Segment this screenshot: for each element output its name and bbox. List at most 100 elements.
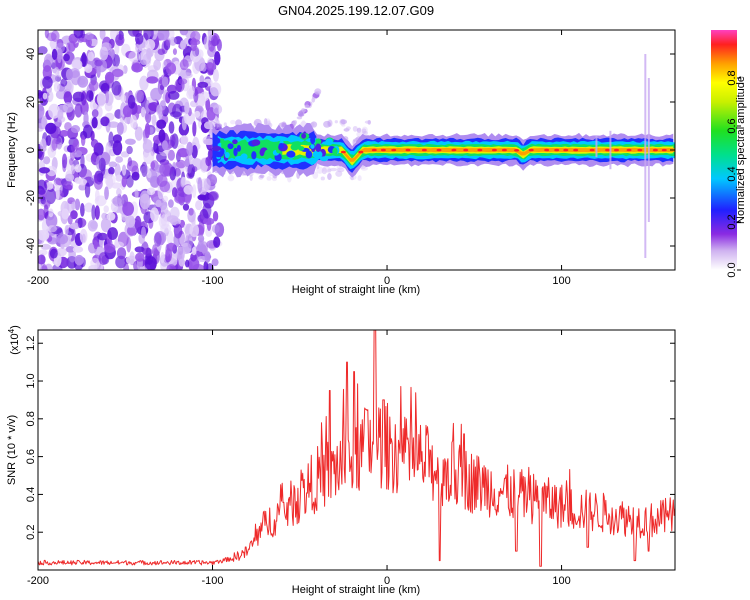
noise-blob <box>181 72 193 79</box>
noise-blob <box>63 53 70 62</box>
spectrogram-marks <box>38 30 675 270</box>
band-blob <box>211 145 222 152</box>
noise-blob <box>66 42 71 55</box>
noise-blob <box>213 236 221 248</box>
noise-blob <box>66 246 75 253</box>
noise-blob <box>91 109 99 118</box>
x-tick-label: 0 <box>384 275 390 287</box>
noise-blob <box>212 211 219 222</box>
scatter-blob <box>217 124 222 128</box>
noise-blob <box>120 151 130 158</box>
noise-blob <box>62 181 74 190</box>
noise-blob <box>114 241 125 248</box>
signal-peak <box>436 148 442 152</box>
signal-peak <box>544 148 550 152</box>
noise-blob <box>77 75 89 88</box>
noise-blob <box>121 176 127 188</box>
noise-blob <box>214 51 221 66</box>
noise-blob <box>146 48 153 60</box>
noise-blob <box>197 194 207 201</box>
noise-blob <box>165 62 177 75</box>
noise-blob <box>199 91 210 102</box>
noise-blob <box>63 91 73 104</box>
signal-peak <box>463 148 469 152</box>
colorbar-tick-label: 0.4 <box>726 166 738 181</box>
noise-blob <box>142 248 153 256</box>
noise-blob <box>140 106 146 118</box>
noise-blob <box>61 208 70 220</box>
band-blob <box>227 143 234 150</box>
snr-scale-exponent: 4 <box>7 328 16 333</box>
colorbar: 0.0 0.2 0.4 0.6 0.8 Normalized spectral ampl… <box>711 30 747 278</box>
noise-blob <box>168 121 175 134</box>
noise-blob <box>197 240 204 253</box>
noise-blob <box>42 65 52 81</box>
noise-blob <box>38 167 50 174</box>
noise-blob <box>85 90 94 102</box>
signal-peak <box>340 150 346 154</box>
noise-blob <box>197 177 203 193</box>
noise-blob <box>183 185 194 195</box>
noise-blob <box>51 263 63 270</box>
signal-peak <box>604 148 610 152</box>
noise-blob <box>115 174 123 182</box>
noise-blob <box>134 89 144 103</box>
noise-blob <box>160 214 168 227</box>
noise-blob <box>93 239 98 250</box>
noise-blob <box>216 38 222 52</box>
noise-blob <box>84 64 93 74</box>
band-blob <box>232 139 238 145</box>
noise-blob <box>211 224 220 234</box>
noise-blob <box>177 147 190 158</box>
noise-blob <box>87 219 98 232</box>
signal-peak <box>661 148 667 152</box>
noise-blob <box>40 243 52 250</box>
noise-blob <box>126 145 133 155</box>
noise-blob <box>56 233 69 245</box>
y-tick-label: 0.6 <box>25 449 37 464</box>
noise-blob <box>211 35 219 47</box>
noise-blob <box>141 161 148 178</box>
noise-blob <box>77 217 83 229</box>
signal-peak <box>405 148 411 152</box>
y-tick-label: 1.2 <box>25 336 37 351</box>
colorbar-tick-label: 0.6 <box>726 118 738 133</box>
noise-blob <box>80 30 86 39</box>
scatter-blob <box>266 176 272 181</box>
noise-blob <box>125 215 136 228</box>
snr-panel: -200 -100 0 100 0.2 0.4 0.6 0.8 1.0 1.2 (x104) SN… <box>6 325 676 596</box>
signal-peak <box>501 148 507 152</box>
noise-blob <box>104 91 114 106</box>
scatter-blob <box>323 120 331 128</box>
x-tick-label: 0 <box>384 575 390 587</box>
noise-blob <box>94 59 103 67</box>
scatter-blob <box>329 167 338 172</box>
y-tick-label: -40 <box>25 238 37 254</box>
noise-blob <box>145 99 150 115</box>
noise-blob <box>104 186 109 200</box>
y-tick-label: 20 <box>25 96 37 108</box>
noise-blob <box>156 104 163 116</box>
noise-blob <box>161 205 169 215</box>
noise-blob <box>126 236 132 253</box>
band-blob <box>264 149 271 158</box>
noise-blob <box>184 259 190 268</box>
track-blob <box>296 116 303 120</box>
noise-blob <box>100 116 110 127</box>
noise-blob <box>115 255 127 269</box>
track-blob <box>297 111 304 117</box>
signal-peak <box>491 148 497 152</box>
noise-blob <box>160 223 172 234</box>
noise-blob <box>64 224 69 235</box>
noise-blob <box>135 252 145 262</box>
noise-blob <box>175 159 187 169</box>
noise-blob <box>176 246 186 262</box>
scatter-blob <box>249 175 253 181</box>
noise-blob <box>99 30 106 40</box>
noise-blob <box>80 134 86 147</box>
noise-blob <box>169 134 176 147</box>
noise-blob <box>209 82 222 97</box>
y-tick-label: 0 <box>25 147 37 153</box>
signal-peak <box>391 148 397 152</box>
scatter-blob <box>210 175 217 181</box>
